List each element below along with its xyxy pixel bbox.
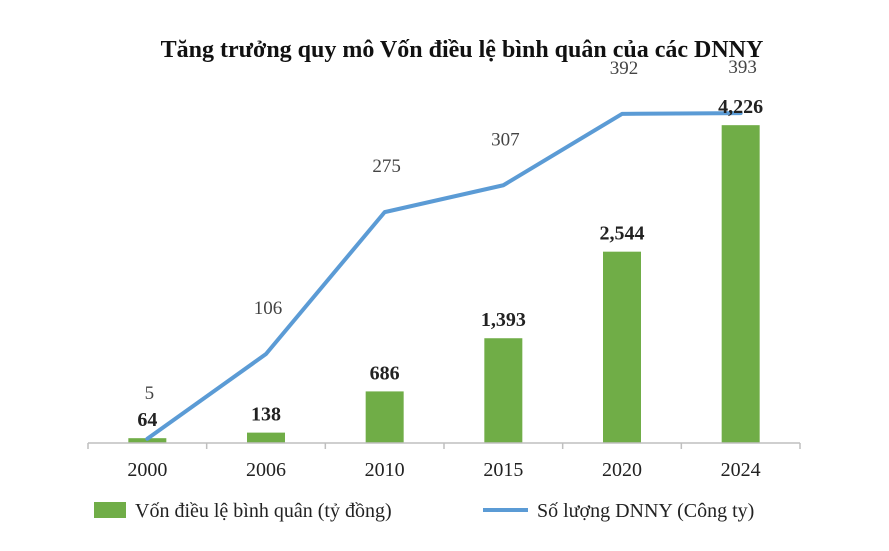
bar-value-label-2000: 64 (137, 409, 157, 431)
x-tick-label-2006: 2006 (246, 459, 286, 481)
line-series (145, 111, 743, 441)
bar-2024 (721, 125, 760, 443)
line-value-label-2015: 307 (491, 129, 520, 150)
line-value-label-2006: 106 (254, 298, 283, 319)
bar-value-label-2024: 4,226 (718, 96, 763, 118)
legend-bar-label: Vốn điều lệ bình quân (tỷ đồng) (135, 500, 392, 522)
bar-2010 (365, 391, 404, 443)
bar-value-label-2020: 2,544 (600, 223, 645, 245)
legend-bar-swatch (94, 502, 126, 518)
chart-title: Tăng trưởng quy mô Vốn điều lệ bình quân… (161, 37, 764, 63)
line-value-label-2024: 393 (728, 57, 757, 78)
legend: Vốn điều lệ bình quân (tỷ đồng) Số lượng… (94, 500, 754, 522)
line-value-label-2020: 392 (610, 58, 639, 79)
x-tick-label-2015: 2015 (483, 459, 523, 481)
data-labels-layer: 64 138 686 1,393 2,544 4,226 5 106 275 307 392 393 (137, 57, 763, 431)
legend-line-label: Số lượng DNNY (Công ty) (537, 500, 754, 522)
bar-2020 (603, 251, 641, 443)
line-value-label-2010: 275 (372, 156, 401, 177)
x-tick-label-2000: 2000 (127, 459, 167, 481)
bar-value-label-2010: 686 (370, 362, 400, 384)
bar-2006 (247, 432, 285, 443)
bar-value-label-2006: 138 (251, 404, 281, 426)
x-tick-label-2010: 2010 (365, 459, 405, 481)
x-tick-label-2020: 2020 (602, 459, 642, 481)
bar-value-label-2015: 1,393 (481, 309, 526, 331)
bars-layer (128, 125, 760, 443)
line-series-layer (145, 111, 743, 441)
x-tick-label-2024: 2024 (721, 459, 761, 481)
x-tick-labels: 2000 2006 2010 2015 2020 2024 (87, 443, 801, 481)
bar-2015 (484, 338, 523, 443)
line-value-label-2000: 5 (145, 383, 155, 404)
